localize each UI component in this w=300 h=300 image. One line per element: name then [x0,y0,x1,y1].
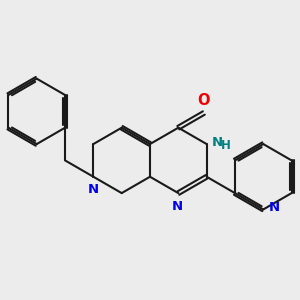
Text: N: N [171,200,182,213]
Text: N: N [88,183,99,196]
Text: O: O [197,93,210,108]
Text: N: N [268,202,280,214]
Text: N: N [212,136,223,149]
Text: H: H [221,139,231,152]
